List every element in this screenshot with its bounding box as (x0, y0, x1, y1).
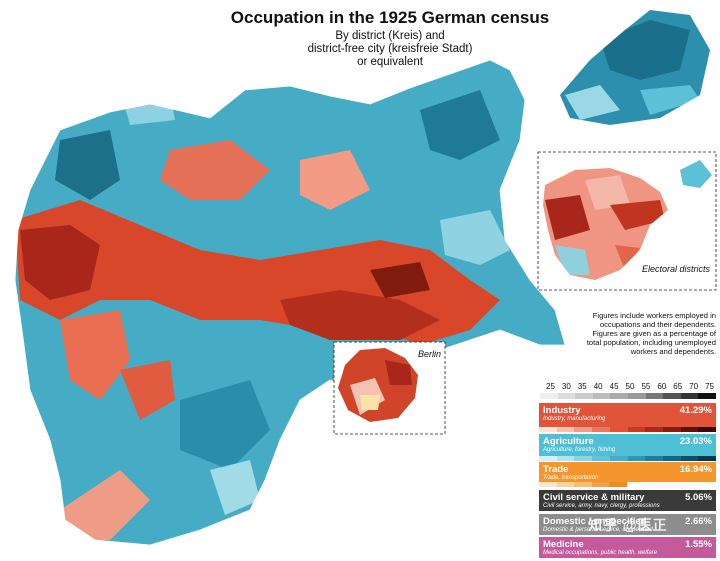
agriculture-ramp (539, 456, 717, 461)
trade-desc: Trade, transportation (543, 475, 599, 481)
ramp-swatch (556, 456, 575, 461)
legend-agriculture: Agriculture 23.03% Agriculture, forestry,… (539, 434, 716, 456)
industry-ramp (539, 427, 717, 432)
scale-tick-labels: 25 30 35 40 45 50 55 60 65 70 75 (540, 382, 716, 391)
watermark: 知乎 @医正 (588, 517, 668, 533)
ramp-swatch (609, 482, 627, 487)
note-line-1: Figures include workers employed in (592, 311, 716, 320)
ramp-swatch (698, 427, 717, 432)
ramp-swatch (574, 482, 592, 487)
trade-ramp (539, 482, 627, 487)
percent-scale: 25 30 35 40 45 50 55 60 65 70 75 (540, 382, 716, 399)
scale-tick-70: 70 (689, 382, 699, 391)
scale-tick-65: 65 (673, 382, 683, 391)
scale-bar (540, 393, 716, 399)
germany-main-map (15, 60, 565, 545)
electoral-inset-frame (537, 151, 717, 291)
map-title: Occupation in the 1925 German census (230, 8, 550, 27)
subtitle-line-1: By district (Kreis) and (335, 30, 445, 42)
legend-trade: Trade 16.94% Trade, transportation (539, 462, 716, 482)
ramp-swatch (556, 482, 575, 487)
trade-value: 16.94% (679, 464, 712, 475)
scale-tick-30: 30 (561, 382, 571, 391)
scale-tick-45: 45 (609, 382, 619, 391)
legend-industry: Industry 41.29% Industry, manufacturing (539, 403, 716, 427)
agriculture-value: 23.03% (679, 436, 712, 447)
industry-value: 41.29% (679, 405, 712, 416)
legend-medicine: Medicine 1.55% Medical occupations, publi… (539, 537, 716, 558)
ramp-swatch (539, 427, 557, 432)
ramp-swatch (609, 427, 628, 432)
agriculture-desc: Agriculture, forestry, fishing (543, 447, 616, 453)
ramp-swatch (539, 482, 557, 487)
industry-name: Industry (543, 405, 581, 416)
ramp-swatch (662, 456, 681, 461)
domestic-desc: Domestic & personal service, unspecified (543, 527, 653, 533)
berlin-map (338, 348, 418, 422)
scale-tick-50: 50 (625, 382, 635, 391)
legend-domestic: Domestic / unspecified 2.66% Domestic & p… (539, 514, 716, 535)
domestic-value: 2.66% (685, 516, 712, 527)
industry-desc: Industry, manufacturing (543, 416, 606, 422)
ramp-swatch (609, 456, 628, 461)
scale-tick-55: 55 (641, 382, 651, 391)
civil-service-desc: Civil service, army, navy, clergy, profe… (543, 503, 660, 509)
ramp-swatch (645, 456, 663, 461)
domestic-name: Domestic / unspecified (543, 516, 647, 527)
ramp-swatch (698, 456, 717, 461)
agriculture-name: Agriculture (543, 436, 594, 447)
germany-outline (14, 59, 566, 546)
electoral-districts-label: Electoral districts (642, 264, 711, 274)
ramp-swatch (680, 427, 699, 432)
note-line-2: occupations and their dependents. (599, 320, 716, 329)
scale-tick-25: 25 (546, 382, 555, 391)
scale-tick-75: 75 (705, 382, 714, 391)
note-line-5: workers and dependents. (630, 347, 716, 356)
note-line-4: total population, including unemployed (586, 338, 716, 347)
scale-tick-60: 60 (657, 382, 667, 391)
ramp-swatch (645, 427, 663, 432)
legend-civil-service: Civil service & military 5.06% Civil serv… (539, 490, 716, 511)
ramp-swatch (574, 456, 593, 461)
civil-service-name: Civil service & military (543, 492, 645, 503)
ramp-swatch (556, 427, 575, 432)
trade-name: Trade (543, 464, 569, 475)
medicine-name: Medicine (543, 539, 584, 550)
medicine-value: 1.55% (685, 539, 712, 550)
ramp-swatch (680, 456, 699, 461)
note-line-3: Figures are given as a percentage of (592, 329, 716, 338)
ramp-swatch (574, 427, 593, 432)
civil-service-value: 5.06% (685, 492, 712, 503)
medicine-desc: Medical occupations, public health, welf… (543, 550, 658, 556)
ramp-swatch (627, 427, 646, 432)
ramp-swatch (539, 456, 557, 461)
berlin-label: Berlin (418, 349, 442, 359)
ramp-swatch (627, 456, 646, 461)
subtitle-line-2: district-free city (kreisfreie Stadt) (307, 43, 473, 55)
scale-tick-40: 40 (593, 382, 603, 391)
electoral-east-prussia (680, 160, 712, 188)
ramp-swatch (592, 456, 610, 461)
subtitle-line-3: or equivalent (357, 56, 423, 68)
ramp-swatch (592, 427, 610, 432)
ramp-swatch (591, 482, 610, 487)
scale-tick-35: 35 (577, 382, 587, 391)
map-subtitle: By district (Kreis) and district-free ci… (240, 30, 540, 69)
ramp-swatch (662, 427, 681, 432)
note-text: Figures include workers employed in occu… (578, 311, 716, 356)
